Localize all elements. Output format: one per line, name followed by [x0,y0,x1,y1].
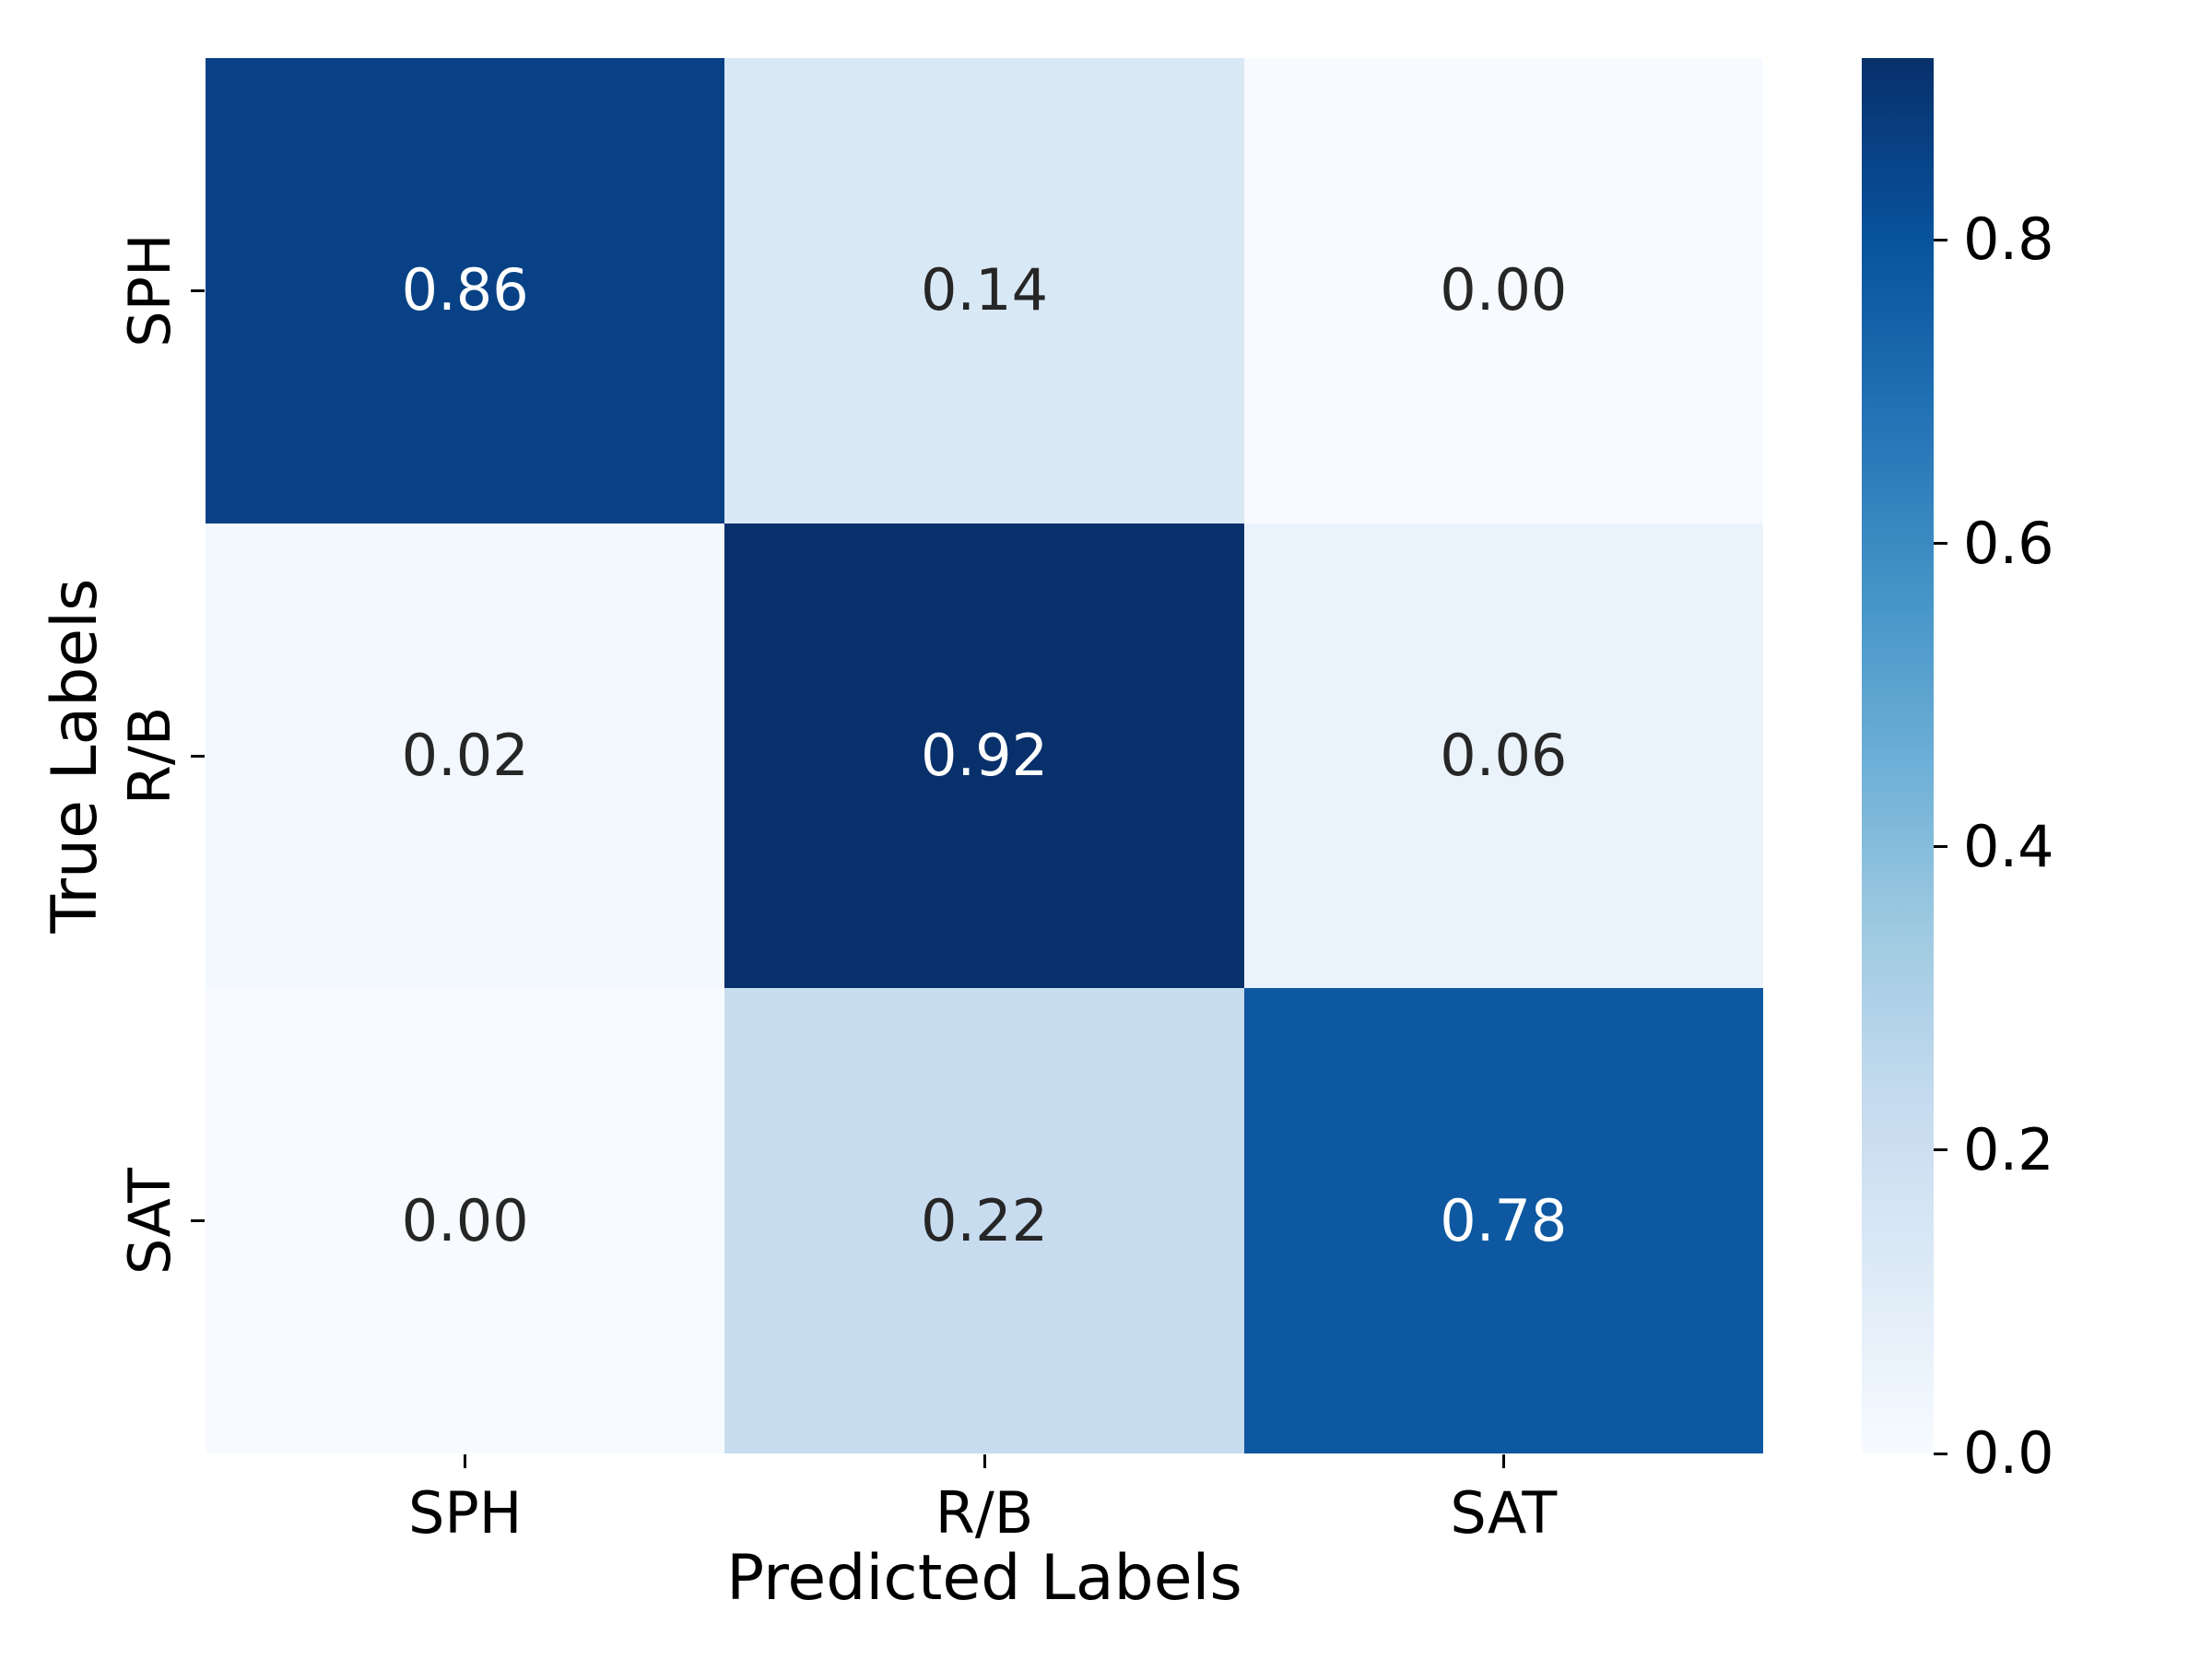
y-tick-label-SAT: SAT [116,1167,183,1275]
heatmap-cell-SPH-SAT: 0.00 [1243,58,1763,524]
heatmap-cell-SAT-SAT: 0.78 [1243,988,1763,1453]
colorbar-tick-mark [1934,845,1947,849]
colorbar-tick-mark [1934,1148,1947,1152]
colorbar-tick-mark [1934,1452,1947,1455]
heatmap-cell-R/B-R/B: 0.92 [724,523,1244,989]
colorbar-tick-label-0.8: 0.8 [1963,206,2054,274]
heatmap-cell-SAT-SPH: 0.00 [206,988,725,1453]
colorbar [1862,58,1934,1453]
heatmap-cell-R/B-SAT: 0.06 [1243,523,1763,989]
x-tick-mark [464,1454,467,1468]
colorbar-tick-label-0.2: 0.2 [1963,1115,2054,1183]
heatmap-cell-SPH-SPH: 0.86 [206,58,725,524]
x-tick-mark [1501,1454,1505,1468]
heatmap-cell-R/B-SPH: 0.02 [206,523,725,989]
x-tick-label-SAT: SAT [1450,1479,1558,1547]
x-tick-label-R/B: R/B [935,1479,1034,1547]
colorbar-tick-mark [1934,238,1947,241]
colorbar-tick-label-0.4: 0.4 [1963,812,2054,880]
y-tick-mark [191,288,205,292]
colorbar-tick-label-0.6: 0.6 [1963,509,2054,577]
y-axis-label: True Labels [39,578,112,934]
y-tick-label-SPH: SPH [116,233,183,348]
y-tick-mark [191,754,205,758]
y-tick-mark [191,1219,205,1223]
heatmap: 0.86 0.14 0.00 0.02 0.92 0.06 0.00 0.22 0.78 [206,58,1763,1453]
colorbar-tick-label-0.0: 0.0 [1963,1419,2054,1487]
heatmap-cell-SPH-R/B: 0.14 [724,58,1244,524]
heatmap-cell-SAT-R/B: 0.22 [724,988,1244,1453]
x-tick-mark [982,1454,986,1468]
y-tick-label-R/B: R/B [116,706,183,806]
colorbar-tick-mark [1934,542,1947,546]
x-axis-label: Predicted Labels [726,1542,1242,1615]
x-tick-label-SPH: SPH [407,1479,523,1547]
